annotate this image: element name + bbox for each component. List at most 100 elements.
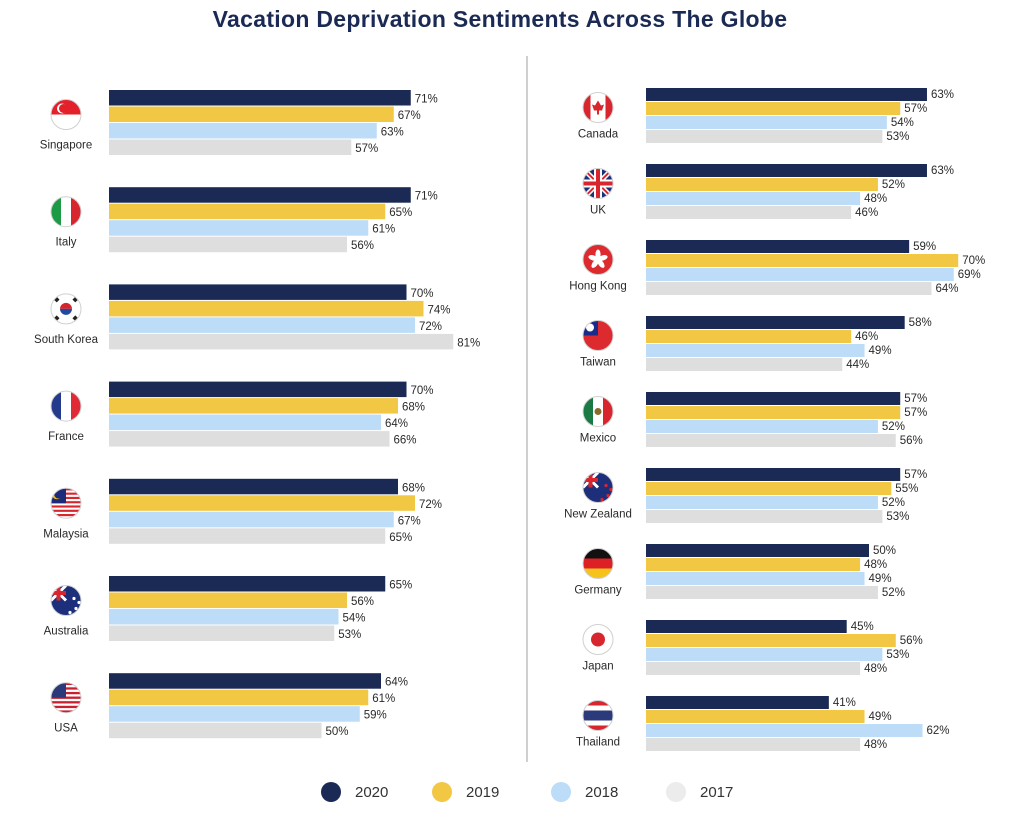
value-label: 72%: [419, 321, 442, 333]
legend-item-2020: 2020: [321, 782, 388, 802]
uk-flag-icon: [582, 168, 614, 199]
value-label: 63%: [931, 89, 954, 101]
bar-2017: [646, 282, 932, 295]
germany-flag-icon: [582, 548, 614, 579]
bar-2018: [646, 420, 878, 433]
value-label: 70%: [411, 288, 434, 300]
bar-2018: [646, 572, 865, 585]
bar-2018: [646, 344, 865, 357]
value-label: 57%: [904, 407, 927, 419]
bar-2017: [109, 431, 390, 447]
bar-2020: [646, 88, 927, 101]
value-label: 56%: [351, 240, 374, 252]
value-label: 71%: [415, 94, 438, 106]
value-label: 48%: [864, 193, 887, 205]
bar-2017: [109, 528, 386, 544]
country-group-canada: Canada 63% 57% 54% 53%: [578, 88, 954, 143]
south-korea-flag-icon: [50, 293, 82, 325]
bar-2017: [646, 662, 861, 675]
country-group-france: France 70% 68% 64% 66%: [48, 381, 434, 447]
bar-2018: [646, 268, 954, 281]
malaysia-flag-icon: [50, 487, 82, 519]
value-label: 53%: [886, 649, 909, 661]
country-label: Singapore: [40, 140, 92, 152]
value-label: 67%: [398, 110, 421, 122]
bar-2017: [109, 333, 454, 350]
value-label: 58%: [909, 317, 932, 329]
value-label: 70%: [411, 385, 434, 397]
bar-2020: [646, 620, 847, 633]
chart-legend: 2020 2019 2018 2017: [0, 782, 1024, 808]
bar-2017: [646, 738, 861, 751]
value-label: 56%: [900, 435, 923, 447]
bar-2020: [109, 187, 411, 203]
bar-2020: [646, 696, 829, 709]
value-label: 81%: [457, 337, 480, 349]
bar-2019: [646, 482, 892, 495]
country-group-taiwan: Taiwan 58% 46% 49%44%: [580, 316, 932, 371]
value-label: 69%: [958, 269, 981, 281]
value-label: 67%: [398, 515, 421, 527]
value-label: 72%: [419, 499, 442, 511]
value-label: 71%: [415, 191, 438, 203]
panel-divider: [526, 56, 528, 762]
bar-2019: [109, 106, 394, 122]
legend-swatch: [551, 782, 571, 802]
value-label: 74%: [428, 304, 451, 316]
country-label: Germany: [574, 585, 622, 597]
value-label: 64%: [935, 283, 958, 295]
value-label: 70%: [962, 255, 985, 267]
value-label: 56%: [900, 635, 923, 647]
bar-2020: [109, 673, 381, 689]
value-label: 48%: [864, 739, 887, 751]
value-label: 59%: [364, 710, 387, 722]
value-label: 46%: [855, 331, 878, 343]
bar-2017: [646, 434, 896, 447]
taiwan-flag-icon: [582, 320, 614, 351]
value-label: 68%: [402, 482, 425, 494]
value-label: 54%: [343, 613, 366, 625]
new-zealand-flag-icon: [582, 472, 614, 503]
bar-2020: [109, 478, 398, 495]
country-group-uk: UK 63% 52% 48% 46%: [582, 164, 954, 219]
bar-2019: [646, 406, 901, 419]
country-label: Thailand: [576, 737, 620, 749]
legend-swatch: [321, 782, 341, 802]
country-group-italy: Italy 71%65% 61% 56%: [50, 187, 438, 253]
value-label: 52%: [882, 497, 905, 509]
value-label: 52%: [882, 421, 905, 433]
value-label: 57%: [904, 393, 927, 405]
value-label: 52%: [882, 587, 905, 599]
value-label: 44%: [846, 359, 869, 371]
country-label: Mexico: [580, 433, 616, 445]
thailand-flag-icon: [582, 700, 614, 731]
bar-2018: [109, 123, 377, 139]
value-label: 52%: [882, 179, 905, 191]
bar-2017: [109, 625, 335, 641]
value-label: 68%: [402, 402, 425, 414]
legend-item-2017: 2017: [666, 782, 733, 802]
country-group-thailand: Thailand 41% 49% 62% 48%: [576, 696, 950, 751]
country-group-south-korea: South Korea 70% 74% 72% 81%: [34, 284, 480, 350]
country-label: New Zealand: [564, 509, 632, 521]
country-label: UK: [590, 205, 606, 217]
bar-2018: [646, 724, 923, 737]
country-group-germany: Germany 50% 48% 49% 52%: [574, 544, 905, 599]
bar-2018: [109, 220, 369, 236]
value-label: 65%: [389, 580, 412, 592]
value-label: 59%: [913, 241, 936, 253]
bar-2018: [109, 317, 415, 333]
bar-2019: [109, 495, 415, 511]
value-label: 63%: [381, 127, 404, 139]
bar-2017: [109, 139, 352, 155]
legend-label: 2017: [700, 783, 734, 801]
bar-2019: [109, 689, 369, 706]
bar-2018: [646, 648, 883, 661]
bar-2017: [109, 722, 322, 739]
value-label: 53%: [886, 511, 909, 523]
bar-2018: [646, 192, 861, 205]
value-label: 46%: [855, 207, 878, 219]
bar-2020: [646, 468, 901, 481]
bar-2020: [646, 316, 905, 329]
country-label: Australia: [44, 626, 89, 638]
